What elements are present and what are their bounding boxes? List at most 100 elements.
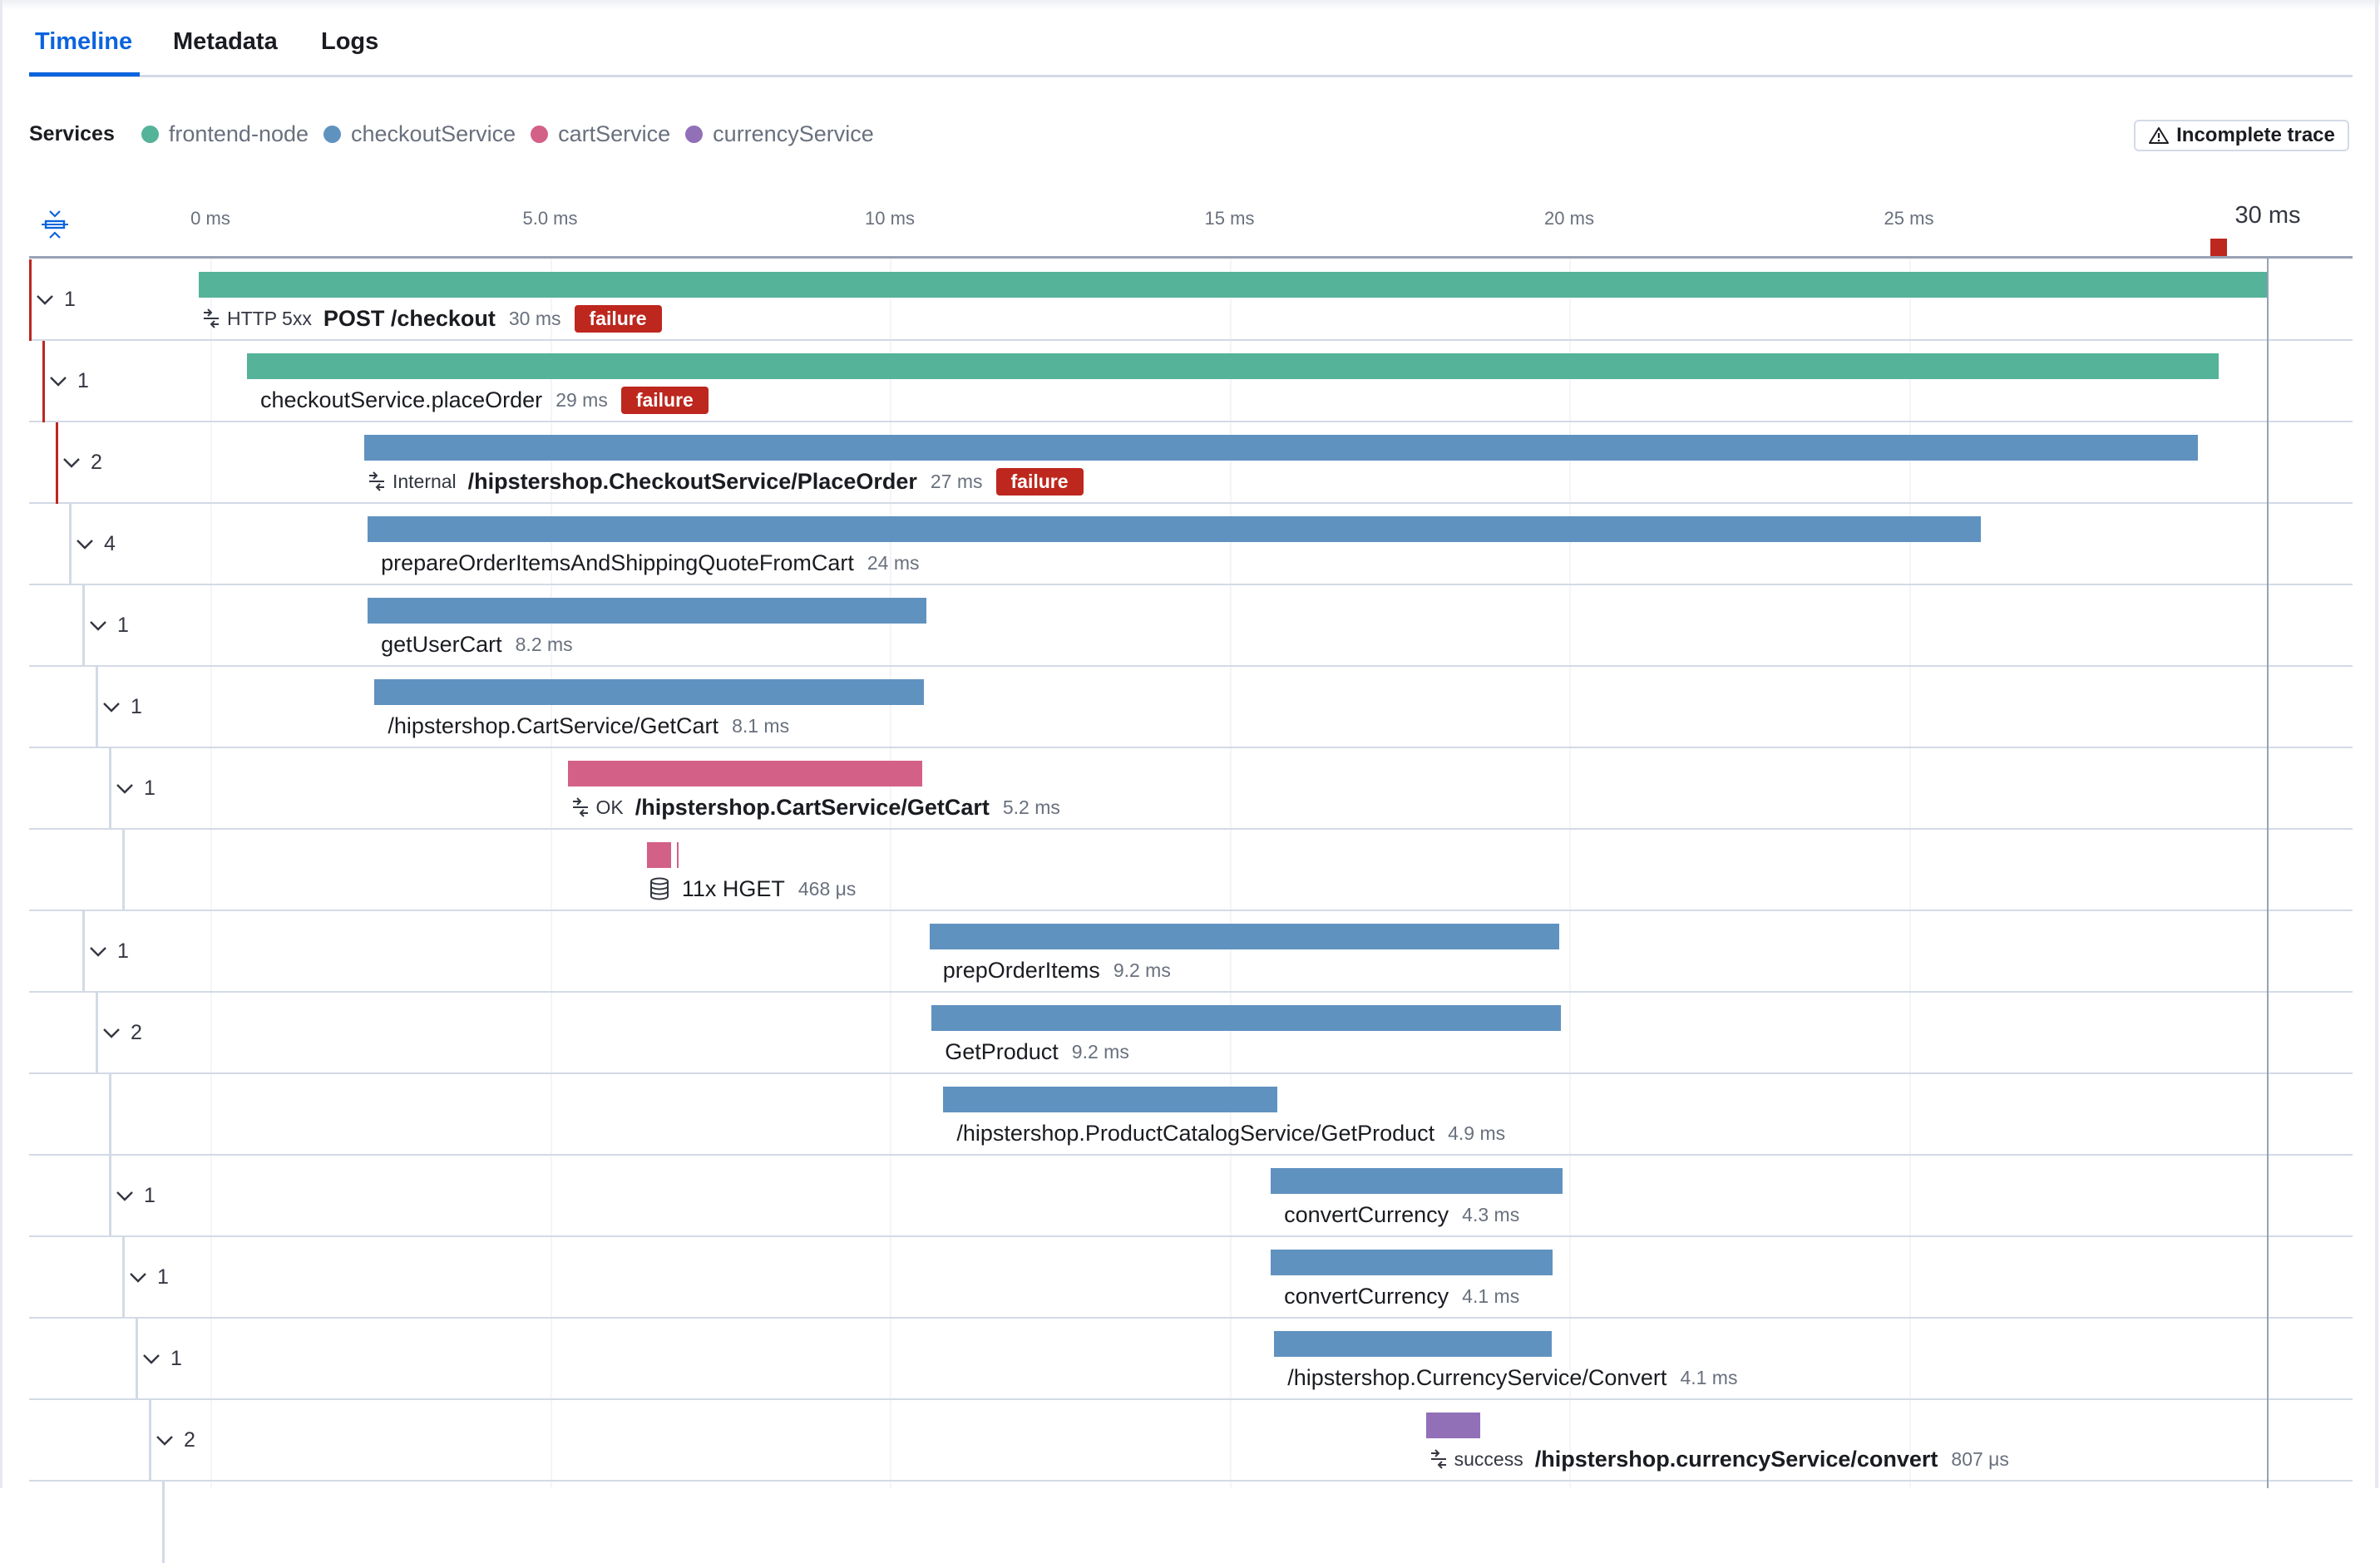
span-duration: 27 ms bbox=[930, 470, 983, 492]
span-row[interactable] bbox=[29, 585, 2353, 667]
span-name: GetProduct bbox=[945, 1038, 1059, 1064]
span-label[interactable]: convertCurrency 4.1 ms bbox=[1284, 1283, 1519, 1309]
tab-logs[interactable]: Logs bbox=[321, 28, 379, 55]
legend-dot-checkoutservice bbox=[323, 126, 342, 143]
span-row[interactable] bbox=[29, 830, 2353, 911]
span-label[interactable]: convertCurrency 4.3 ms bbox=[1284, 1201, 1519, 1228]
span-bar[interactable] bbox=[363, 435, 2199, 461]
span-duration: 29 ms bbox=[555, 388, 608, 411]
span-row[interactable] bbox=[29, 1074, 2353, 1156]
tabs-divider bbox=[29, 75, 2353, 77]
tree-line bbox=[42, 341, 45, 422]
span-bar[interactable] bbox=[1271, 1168, 1563, 1194]
grid-line bbox=[1908, 259, 1911, 1488]
tree-line bbox=[122, 830, 125, 911]
span-bar[interactable] bbox=[199, 272, 2267, 298]
child-count: 1 bbox=[117, 614, 129, 637]
span-bar[interactable] bbox=[931, 1005, 1562, 1031]
chevron-down-icon bbox=[90, 620, 106, 631]
span-bar[interactable] bbox=[374, 679, 925, 705]
span-label[interactable]: prepOrderItems 9.2 ms bbox=[943, 957, 1171, 984]
span-bar[interactable] bbox=[1271, 1250, 1553, 1275]
tree-line bbox=[109, 748, 111, 830]
expand-toggle[interactable]: 1 bbox=[116, 1184, 156, 1208]
span-bar[interactable] bbox=[368, 598, 926, 624]
span-bar[interactable] bbox=[1425, 1413, 1481, 1438]
span-label[interactable]: /hipstershop.CurrencyService/Convert 4.1 … bbox=[1287, 1364, 1737, 1391]
span-label[interactable]: success/hipstershop.currencyService/conv… bbox=[1428, 1446, 2009, 1472]
span-label[interactable]: Internal/hipstershop.CheckoutService/Pla… bbox=[366, 467, 1084, 496]
expand-toggle[interactable]: 1 bbox=[116, 777, 156, 801]
span-name: prepareOrderItemsAndShippingQuoteFromCar… bbox=[381, 550, 854, 575]
span-label[interactable]: HTTP 5xx POST /checkout 30 ms failure bbox=[200, 304, 662, 333]
expand-toggle[interactable]: 2 bbox=[156, 1428, 195, 1452]
expand-toggle[interactable]: 1 bbox=[89, 614, 129, 638]
tab-timeline[interactable]: Timeline bbox=[35, 28, 133, 55]
database-icon bbox=[649, 877, 670, 900]
expand-toggle[interactable]: 1 bbox=[49, 369, 89, 393]
span-row[interactable] bbox=[29, 667, 2353, 748]
child-count: 4 bbox=[104, 532, 116, 555]
span-row[interactable] bbox=[29, 1400, 2353, 1482]
trace-end-line bbox=[2267, 259, 2269, 1488]
span-label[interactable]: /hipstershop.ProductCatalogService/GetPr… bbox=[956, 1120, 1505, 1146]
services-legend: Services frontend-node checkoutService c… bbox=[29, 121, 889, 147]
chevron-down-icon bbox=[116, 1191, 133, 1201]
span-name: convertCurrency bbox=[1284, 1283, 1449, 1309]
exchange-icon bbox=[1428, 1448, 1449, 1470]
expand-toggle[interactable]: 1 bbox=[142, 1347, 182, 1371]
span-bar[interactable] bbox=[247, 353, 2219, 379]
span-row[interactable] bbox=[29, 422, 2353, 504]
expand-toggle[interactable]: 1 bbox=[36, 288, 76, 312]
span-row[interactable] bbox=[29, 1319, 2353, 1400]
span-name: prepOrderItems bbox=[942, 957, 1100, 983]
span-name: /hipstershop.ProductCatalogService/GetPr… bbox=[956, 1120, 1435, 1146]
scrollbar-track[interactable] bbox=[2375, 0, 2378, 1488]
tick-label: 25 ms bbox=[1884, 208, 1934, 229]
span-bar[interactable] bbox=[943, 1087, 1277, 1112]
chevron-down-icon bbox=[37, 294, 53, 305]
child-count: 1 bbox=[131, 695, 142, 718]
span-row[interactable] bbox=[29, 1156, 2353, 1237]
collapse-all-button[interactable] bbox=[42, 210, 68, 244]
expand-toggle[interactable]: 1 bbox=[129, 1265, 169, 1289]
span-row[interactable] bbox=[29, 993, 2353, 1074]
span-row[interactable] bbox=[29, 341, 2353, 422]
span-label[interactable]: 11x HGET 468 μs bbox=[649, 875, 856, 902]
incomplete-trace-badge[interactable]: Incomplete trace bbox=[2134, 120, 2349, 151]
span-name: checkoutService.placeOrder bbox=[260, 387, 543, 412]
expand-toggle[interactable]: 4 bbox=[76, 532, 116, 556]
span-label[interactable]: GetProduct 9.2 ms bbox=[945, 1038, 1129, 1065]
span-status: HTTP 5xx bbox=[227, 307, 312, 329]
tab-metadata[interactable]: Metadata bbox=[173, 28, 278, 55]
span-row[interactable] bbox=[29, 504, 2353, 585]
span-duration: 4.1 ms bbox=[1680, 1366, 1738, 1388]
span-row[interactable] bbox=[29, 911, 2353, 993]
expand-toggle[interactable]: 2 bbox=[102, 1021, 142, 1045]
span-row[interactable] bbox=[29, 748, 2353, 830]
failure-badge: failure bbox=[620, 386, 709, 414]
span-label[interactable]: getUserCart 8.2 ms bbox=[381, 631, 573, 658]
error-marker[interactable] bbox=[2210, 239, 2227, 256]
span-duration: 4.9 ms bbox=[1448, 1122, 1506, 1144]
span-label[interactable]: OK/hipstershop.CartService/GetCart 5.2 ms bbox=[570, 794, 1060, 821]
span-row[interactable] bbox=[29, 1237, 2353, 1319]
span-bar[interactable] bbox=[646, 842, 671, 868]
span-bar[interactable] bbox=[929, 924, 1559, 949]
tree-line bbox=[56, 422, 58, 504]
span-row[interactable] bbox=[29, 259, 2353, 341]
grid-line bbox=[890, 259, 891, 1488]
expand-toggle[interactable]: 2 bbox=[62, 451, 102, 475]
span-label[interactable]: prepareOrderItemsAndShippingQuoteFromCar… bbox=[381, 550, 919, 576]
expand-toggle[interactable]: 1 bbox=[89, 939, 129, 964]
span-label[interactable]: /hipstershop.CartService/GetCart 8.1 ms bbox=[388, 712, 789, 739]
legend-item-checkoutservice: checkoutService bbox=[351, 121, 516, 146]
span-bar[interactable] bbox=[1274, 1331, 1553, 1357]
span-label[interactable]: checkoutService.placeOrder 29 ms failure bbox=[260, 386, 709, 414]
span-bar[interactable] bbox=[368, 516, 1981, 542]
chevron-down-icon bbox=[130, 1272, 146, 1283]
span-bar[interactable] bbox=[567, 761, 923, 786]
child-count: 1 bbox=[144, 777, 156, 800]
expand-toggle[interactable]: 1 bbox=[102, 695, 142, 719]
failure-badge: failure bbox=[574, 304, 662, 333]
